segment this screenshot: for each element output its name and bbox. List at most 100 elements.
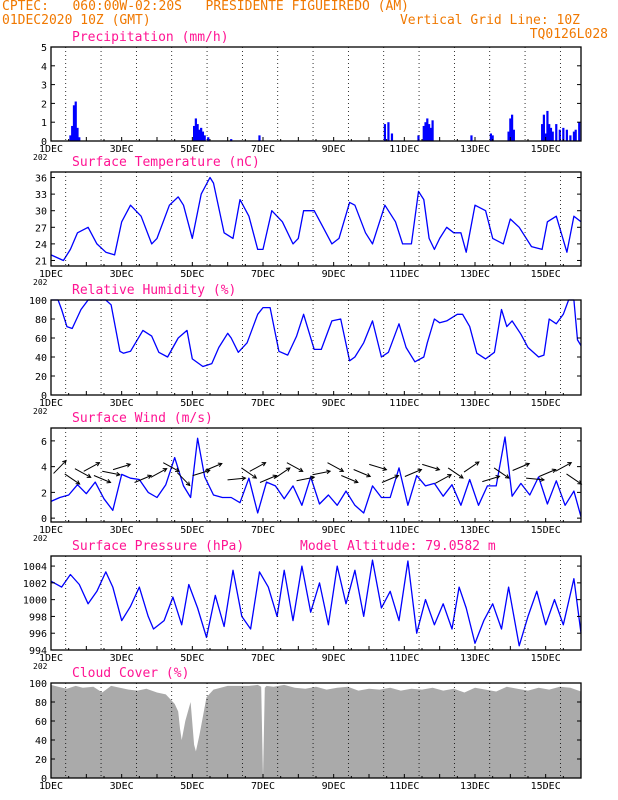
y-tick-label: 30 (35, 207, 47, 218)
wind-arrow (64, 473, 81, 485)
precip-bar (429, 127, 432, 141)
wind-arrow (134, 474, 153, 483)
wind-arrow (296, 475, 316, 482)
precip-bar (541, 124, 544, 141)
x-tick-label: 15DEC (531, 781, 561, 792)
precip-bar (207, 137, 210, 141)
wind-arrow (112, 463, 132, 471)
x-tick-label: 3DEC (110, 269, 134, 280)
x-year-stub: 202 (33, 407, 48, 416)
x-tick-label: 7DEC (251, 653, 275, 664)
precip-bar (548, 124, 551, 141)
cloud-cover-area (51, 684, 581, 778)
y-tick-label: 1004 (23, 562, 47, 573)
wind-line (50, 436, 582, 517)
y-tick-label: 100 (29, 679, 47, 690)
precip-bar (258, 135, 261, 141)
wind-arrow-shaft (150, 468, 167, 478)
y-tick-label: 20 (35, 372, 47, 383)
wind-arrow (312, 469, 332, 476)
humidity-frame (50, 299, 582, 396)
wind-arrow (435, 474, 453, 484)
x-tick-label: 1DEC (39, 144, 63, 155)
precip-bar (470, 135, 473, 141)
x-tick-label: 11DEC (389, 781, 419, 792)
x-tick-label: 7DEC (251, 525, 275, 536)
x-tick-label: 7DEC (251, 398, 275, 409)
y-tick-label: 33 (35, 190, 47, 201)
wind-arrow (381, 474, 400, 483)
precip-bar (512, 129, 515, 141)
wind-arrow-shaft (205, 463, 223, 471)
x-tick-label: 1DEC (39, 653, 63, 664)
y-tick-label: 21 (35, 256, 47, 267)
wind-arrow-head (126, 463, 132, 468)
wind-arrow-head (95, 462, 101, 467)
wind-frame (50, 427, 582, 523)
x-tick-label: 9DEC (322, 144, 346, 155)
wind-arrow (241, 467, 258, 479)
x-tick-label: 11DEC (389, 398, 419, 409)
wind-arrow-head (310, 475, 316, 481)
wind-arrow-head (567, 462, 573, 467)
wind-arrow-shaft (493, 467, 510, 479)
wind-arrow-shaft (227, 477, 246, 481)
wind-arrow-shaft (259, 475, 277, 483)
precip-bar (489, 133, 492, 141)
y-tick-label: 60 (35, 334, 47, 345)
wind-arrow-head (106, 479, 112, 484)
wind-arrow-shaft (566, 473, 582, 485)
wind-arrow-head (540, 477, 546, 482)
header-line1: CPTEC: 060:00W-02:20S PRESIDENTE FIGUEIR… (2, 0, 409, 14)
wind-arrow-shaft (53, 460, 67, 474)
x-tick-label: 15DEC (531, 398, 561, 409)
x-tick-label: 15DEC (531, 269, 561, 280)
wind-arrow (274, 467, 291, 479)
wind-arrow-shaft (249, 462, 266, 472)
wind-arrow-shaft (353, 469, 371, 477)
header-init-time: 01DEC2020 10Z (GMT) (2, 13, 151, 28)
precip-bar (196, 124, 199, 141)
y-tick-label: 1000 (23, 596, 47, 607)
x-tick-label: 3DEC (110, 398, 134, 409)
wind-arrow-head (162, 468, 168, 473)
x-tick-label: 11DEC (389, 525, 419, 536)
panel-cloud-cover: 1DEC 3DEC 5DEC 7DEC 9DEC 11DEC 13DEC 15DEC 0 20 40… (29, 666, 582, 792)
wind-arrow (566, 473, 583, 485)
wind-arrow-head (147, 474, 153, 479)
y-tick-label: 2 (41, 488, 47, 499)
wind-arrow-head (241, 476, 247, 481)
x-tick-label: 13DEC (460, 781, 490, 792)
precip-bar (565, 129, 568, 141)
wind-arrow-shaft (435, 474, 452, 484)
wind-arrow-head (339, 467, 345, 472)
precip-bar (230, 139, 233, 141)
x-tick-label: 9DEC (322, 398, 346, 409)
precip-bar (383, 124, 386, 141)
wind-arrow-head (417, 468, 423, 473)
x-tick-label: 13DEC (460, 144, 490, 155)
x-tick-label: 3DEC (110, 144, 134, 155)
wind-arrow-head (252, 474, 258, 479)
x-tick-label: 7DEC (251, 144, 275, 155)
wind-arrow-head (382, 466, 388, 471)
precip-bar (562, 127, 565, 141)
y-tick-label: 0 (41, 391, 47, 402)
wind-arrow-head (86, 473, 92, 478)
wind-arrow (83, 462, 101, 472)
wind-arrow-head (495, 475, 501, 480)
x-tick-label: 1DEC (39, 525, 63, 536)
wind-arrow (227, 476, 247, 481)
wind-arrow-shaft (512, 463, 530, 471)
wind-arrow-shaft (422, 463, 440, 471)
wind-arrow-head (447, 474, 453, 479)
pressure-frame (50, 555, 582, 651)
precip-bar (193, 125, 196, 141)
wind-arrow-shaft (381, 475, 399, 483)
precip-bar (71, 125, 74, 141)
x-tick-label: 3DEC (110, 653, 134, 664)
wind-arrow-head (435, 466, 441, 471)
x-tick-label: 15DEC (531, 144, 561, 155)
y-tick-label: 4 (41, 463, 47, 474)
wind-arrow (341, 475, 359, 484)
